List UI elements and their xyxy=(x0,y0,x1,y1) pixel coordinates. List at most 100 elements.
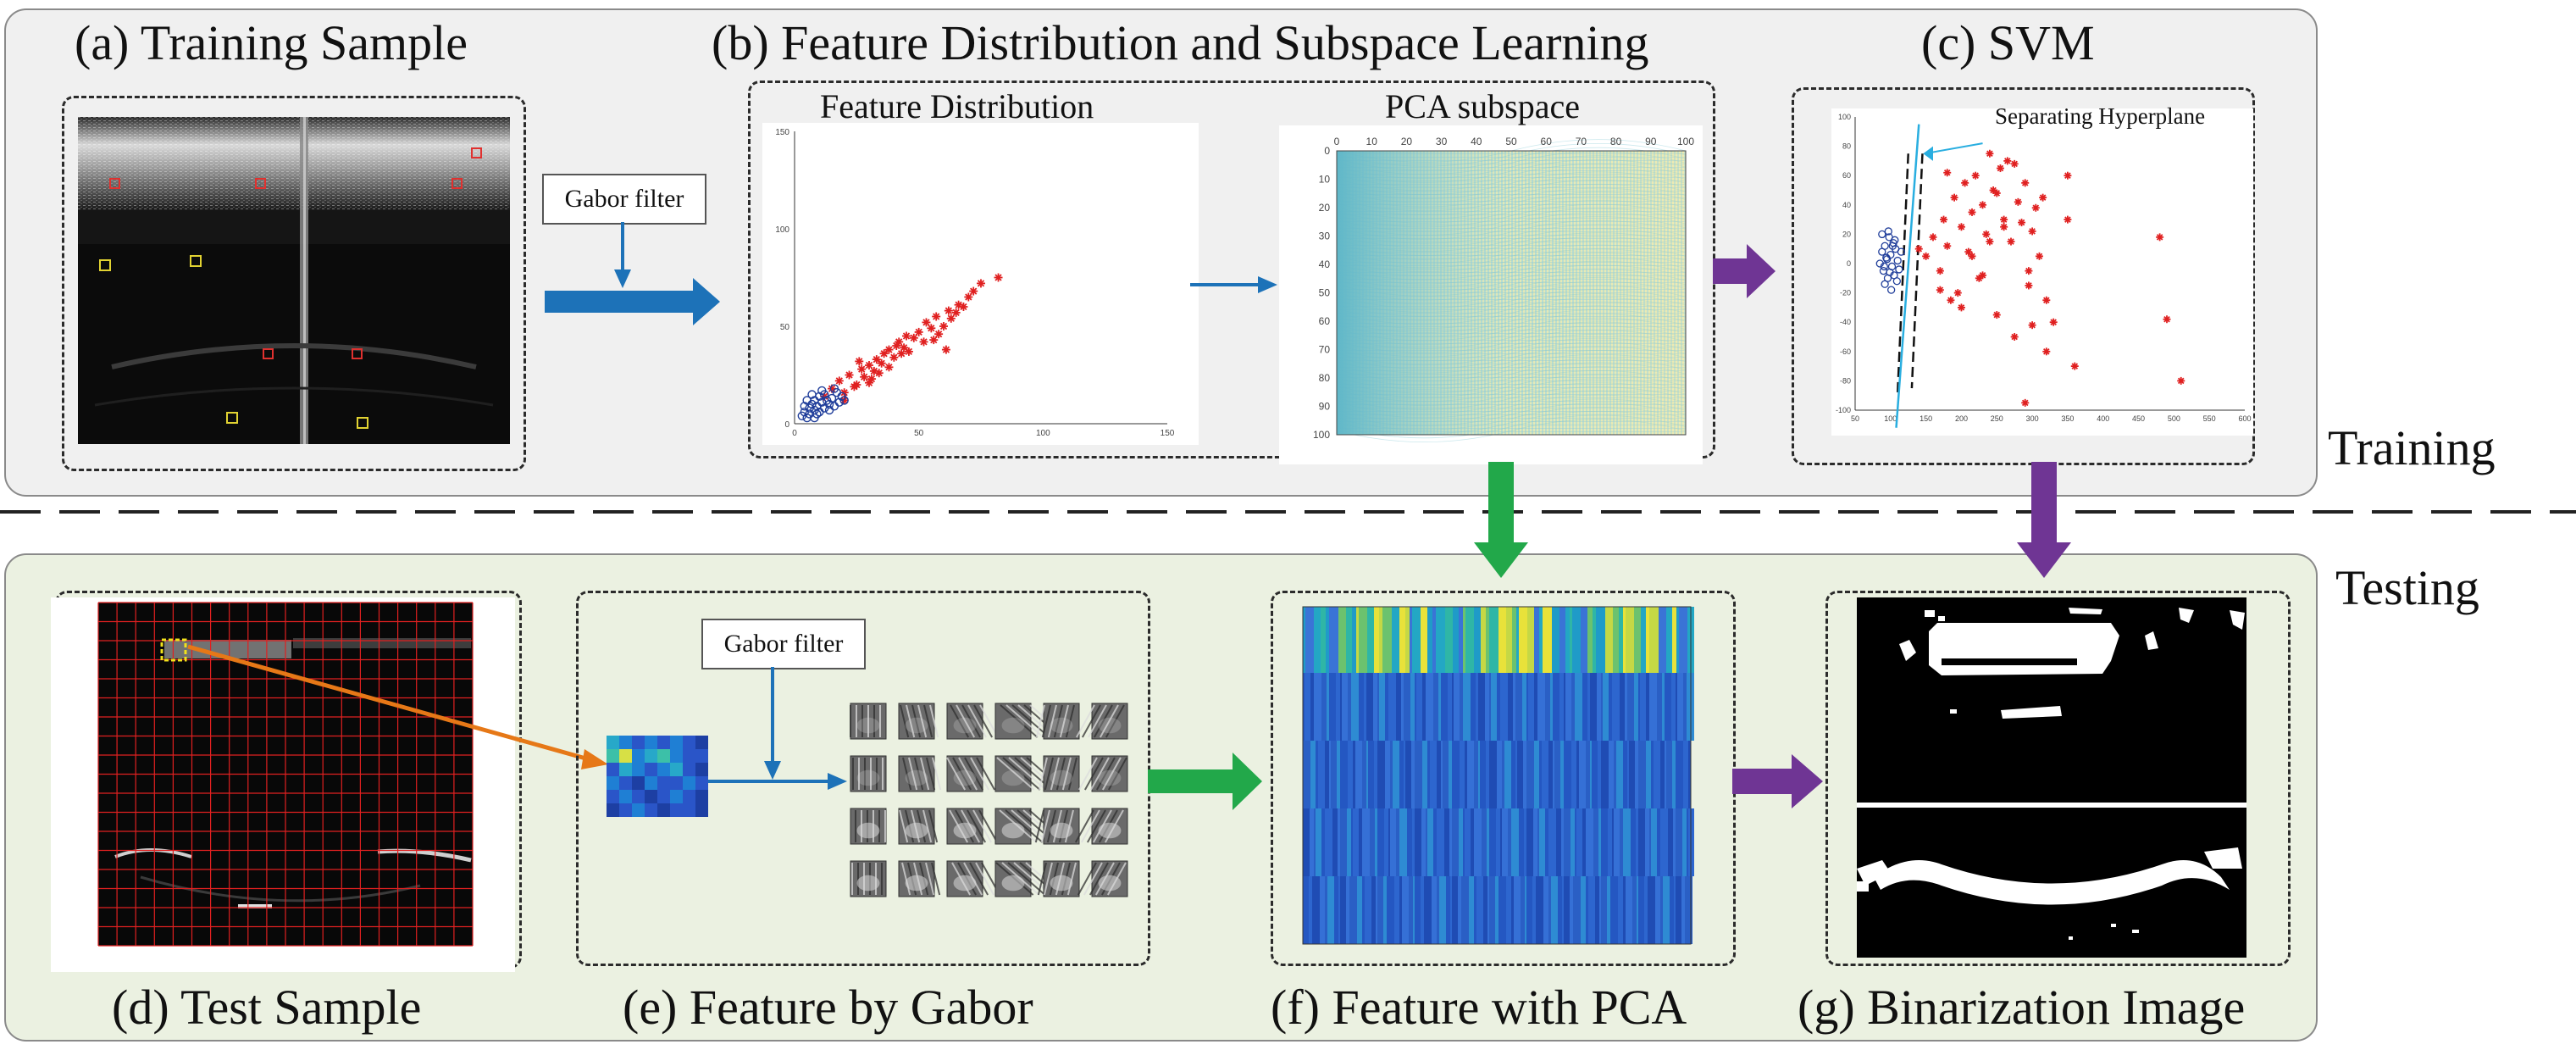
feature-column xyxy=(1452,876,1458,944)
feature-column xyxy=(1586,876,1588,944)
feature-column xyxy=(1681,876,1685,944)
gabor-texture xyxy=(1087,704,1107,738)
feature-column xyxy=(1489,876,1495,944)
red-star-point xyxy=(1947,296,1955,304)
feature-column xyxy=(1314,808,1316,876)
feature-column xyxy=(1550,673,1553,741)
feature-column xyxy=(1626,876,1632,944)
feature-column xyxy=(1601,876,1607,944)
feature-column xyxy=(1452,741,1460,808)
feature-column xyxy=(1303,808,1310,876)
feature-column xyxy=(1545,808,1548,876)
gabor-texture xyxy=(1000,704,1039,738)
patch-cell xyxy=(670,790,683,803)
feature-column xyxy=(1511,876,1514,944)
y-tick-label: 100 xyxy=(775,225,789,235)
feature-column xyxy=(1601,808,1608,876)
training-sample-frame xyxy=(62,96,526,471)
feature-column-top xyxy=(1427,607,1432,673)
feature-column xyxy=(1620,673,1625,741)
pca-subspace-title: PCA subspace xyxy=(1385,87,1580,125)
feature-column-top xyxy=(1367,607,1374,673)
patch-cell xyxy=(670,803,683,817)
red-star-point xyxy=(2018,219,2026,227)
feature-column xyxy=(1421,876,1424,944)
patch-cell xyxy=(632,776,645,790)
feature-column xyxy=(1437,876,1439,944)
feature-column xyxy=(1421,808,1426,876)
feature-column xyxy=(1474,808,1482,876)
feature-column xyxy=(1634,673,1638,741)
feature-column xyxy=(1607,876,1610,944)
feature-column xyxy=(1636,808,1638,876)
patch-cell xyxy=(607,776,619,790)
pca-x-tick: 40 xyxy=(1471,136,1482,147)
svm-x-tick: 200 xyxy=(1955,414,1968,423)
feature-column-top xyxy=(1634,607,1641,673)
gabor-texture xyxy=(1061,757,1072,791)
feature-column xyxy=(1318,741,1325,808)
feature-column xyxy=(1370,808,1375,876)
feature-column-top xyxy=(1666,607,1672,673)
gabor-texture xyxy=(902,757,912,791)
gabor-texture xyxy=(1083,757,1104,791)
test-image-blob xyxy=(238,904,272,908)
feature-column xyxy=(1588,876,1595,944)
blue-circle-point xyxy=(827,393,837,403)
feature-column xyxy=(1539,741,1542,808)
feature-column-top xyxy=(1346,607,1352,673)
feature-column xyxy=(1645,808,1649,876)
feature-column xyxy=(1438,673,1441,741)
gabor-texture xyxy=(1074,809,1094,843)
gabor-texture xyxy=(1044,757,1054,791)
pca-border xyxy=(1336,150,1687,436)
feature-column xyxy=(1325,876,1327,944)
svm-x-tick: 300 xyxy=(2026,414,2039,423)
red-star-point xyxy=(977,279,985,288)
pca-x-tick: 60 xyxy=(1541,136,1553,147)
red-star-point xyxy=(874,369,884,378)
red-star-point xyxy=(919,337,928,347)
feature-column xyxy=(1672,741,1676,808)
gabor-texture xyxy=(914,757,924,791)
feature-column xyxy=(1539,808,1545,876)
red-star-point xyxy=(1986,149,1994,158)
feature-column xyxy=(1385,673,1388,741)
feature-column xyxy=(1394,876,1399,944)
patch-cell xyxy=(607,749,619,763)
gabor-texture xyxy=(967,809,987,843)
feature-column xyxy=(1688,741,1691,808)
feature-column xyxy=(1399,876,1402,944)
feature-column xyxy=(1487,808,1489,876)
gabor-texture xyxy=(1055,757,1066,791)
feature-column-top xyxy=(1421,607,1427,673)
gabor-texture xyxy=(1001,769,1025,786)
patch-cell xyxy=(645,803,657,817)
feature-column xyxy=(1599,876,1601,944)
svm-y-tick: 80 xyxy=(1842,142,1851,151)
red-star-point xyxy=(2064,171,2072,180)
feature-column xyxy=(1646,741,1651,808)
red-star-point xyxy=(867,375,876,384)
feature-column xyxy=(1595,876,1599,944)
red-star-point xyxy=(2000,223,2008,231)
svm-x-tick: 250 xyxy=(1991,414,2003,423)
feature-column xyxy=(1655,876,1660,944)
feature-column xyxy=(1666,741,1672,808)
red-star-point xyxy=(904,347,913,356)
feature-column xyxy=(1402,876,1409,944)
patch-cell xyxy=(607,790,619,803)
feature-column xyxy=(1627,741,1629,808)
feature-column-top xyxy=(1329,607,1338,673)
feature-column xyxy=(1499,876,1506,944)
feature-column xyxy=(1366,673,1373,741)
feature-column xyxy=(1654,741,1660,808)
feature-column xyxy=(1388,673,1396,741)
patch-cell xyxy=(695,776,708,790)
feature-column-top xyxy=(1613,607,1619,673)
gabor-texture xyxy=(1050,822,1073,839)
gabor-texture xyxy=(856,769,880,786)
svm-y-tick: 100 xyxy=(1838,113,1851,121)
feature-column xyxy=(1638,741,1646,808)
gabor-texture xyxy=(1089,862,1109,896)
